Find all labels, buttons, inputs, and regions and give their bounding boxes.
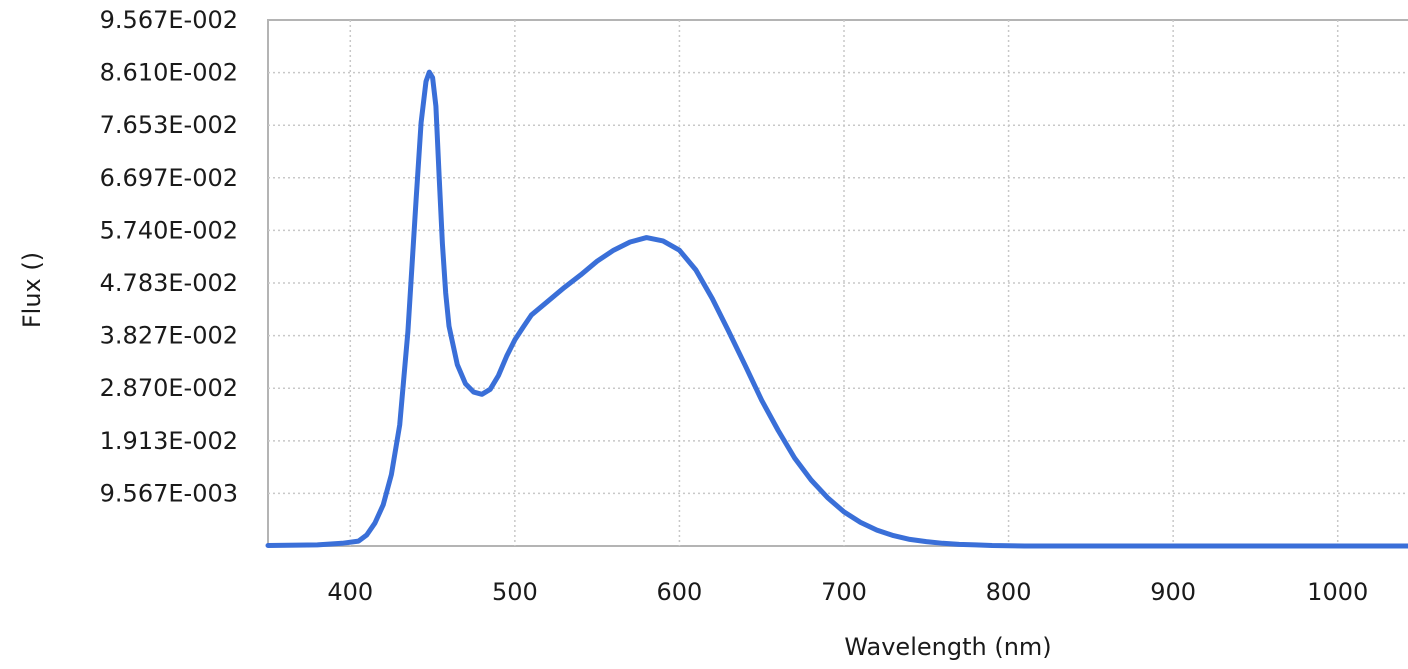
y-tick-label: 4.783E-002 [100, 269, 238, 297]
y-tick-label: 6.697E-002 [100, 164, 238, 192]
series-layer [265, 69, 1408, 549]
y-tick-label: 2.870E-002 [100, 374, 238, 402]
x-tick-label: 800 [986, 578, 1032, 606]
x-tick-label: 600 [657, 578, 703, 606]
y-tick-label: 9.567E-003 [100, 479, 238, 507]
y-tick-label: 9.567E-002 [100, 6, 238, 34]
x-tick-label: 400 [327, 578, 373, 606]
grid [268, 20, 1408, 546]
x-tick-label: 1000 [1307, 578, 1368, 606]
x-tick-label: 700 [821, 578, 867, 606]
y-tick-label: 3.827E-002 [100, 322, 238, 350]
y-axis-title: Flux () [18, 252, 46, 328]
y-tick-label: 1.913E-002 [100, 427, 238, 455]
flux-series-line [265, 69, 1408, 549]
x-axis-title: Wavelength (nm) [844, 633, 1051, 661]
x-axis: 400 500 600 700 800 900 1000 [327, 578, 1368, 606]
x-tick-label: 900 [1150, 578, 1196, 606]
y-tick-label: 5.740E-002 [100, 216, 238, 244]
y-tick-label: 7.653E-002 [100, 111, 238, 139]
y-tick-label: 8.610E-002 [100, 59, 238, 87]
y-axis: 9.567E-003 1.913E-002 2.870E-002 3.827E-002… [100, 6, 238, 507]
x-tick-label: 500 [492, 578, 538, 606]
